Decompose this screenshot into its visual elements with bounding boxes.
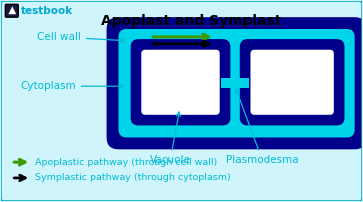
Text: Plasmodesma: Plasmodesma [226,89,299,165]
FancyBboxPatch shape [118,29,355,138]
FancyBboxPatch shape [241,41,343,124]
Text: Apoplast and Symplast: Apoplast and Symplast [101,14,281,28]
Text: Vacuole: Vacuole [150,112,191,165]
FancyBboxPatch shape [250,50,334,115]
Text: Cell wall: Cell wall [37,32,124,42]
Text: Cytoplasm: Cytoplasm [20,81,123,91]
FancyBboxPatch shape [107,17,363,149]
FancyBboxPatch shape [141,50,220,115]
FancyBboxPatch shape [132,41,229,124]
Bar [221,78,249,88]
Text: testbook: testbook [21,6,73,16]
Polygon shape [8,6,16,14]
Text: Apoplastic pathway (through cell wall): Apoplastic pathway (through cell wall) [35,158,217,167]
Text: Symplastic pathway (through cytoplasm): Symplastic pathway (through cytoplasm) [35,174,231,182]
FancyBboxPatch shape [5,4,18,17]
